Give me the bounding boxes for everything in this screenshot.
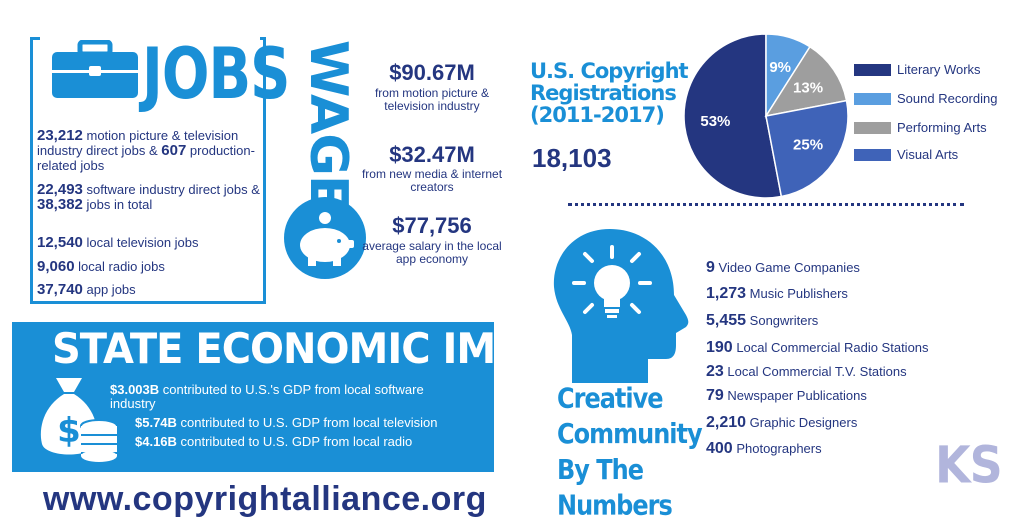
copyright-title: U.S. Copyright Registrations (2011-2017) (530, 60, 700, 126)
website-link[interactable]: www.copyrightalliance.org (43, 480, 487, 518)
creative-stat: 190 Local Commercial Radio Stations (706, 339, 929, 356)
copyright-title-line: U.S. Copyright (530, 59, 689, 83)
creative-stat: 9 Video Game Companies (706, 259, 860, 276)
legend-swatch (854, 93, 891, 105)
pie-slice-label: 53% (700, 113, 730, 130)
pie-slice-label: 13% (793, 79, 823, 96)
jobs-line: 9,060 local radio jobs (37, 258, 165, 275)
pie-slice (764, 45, 848, 118)
jobs-line: 23,212 motion picture & television indus… (37, 127, 255, 173)
creative-title-line: Numbers (557, 489, 673, 522)
creative-community-title: Creative Community By The Numbers (557, 381, 707, 524)
legend-label: Sound Recording (897, 91, 998, 106)
legend-label: Literary Works (897, 62, 981, 77)
wage-amount: $77,756 (392, 213, 472, 238)
pie-slice (765, 99, 849, 198)
registrations-pie-chart: 53% 9%13% 25% (683, 33, 849, 199)
copyright-title-line: (2011-2017) (530, 103, 665, 127)
ks-badge: KS (935, 435, 1003, 495)
wage-amount: $32.47M (389, 142, 475, 167)
legend-label: Visual Arts (897, 147, 959, 162)
coin-stack-icon (80, 419, 118, 462)
wage-description: from new media & internet creators (361, 167, 503, 194)
jobs-line: 37,740 app jobs (37, 281, 136, 298)
creative-stat: 23 Local Commercial T.V. Stations (706, 363, 907, 380)
wage-description: from motion picture & television industr… (374, 86, 490, 113)
pie-slice-label: 9% (769, 59, 791, 76)
legend-label: Performing Arts (897, 120, 987, 135)
head-lightbulb-icon (553, 229, 689, 383)
creative-stat: 1,273 Music Publishers (706, 285, 848, 302)
jobs-line: 22,493 software industry direct jobs & 3… (37, 181, 260, 213)
piggy-bank-icon (284, 197, 366, 279)
creative-stat: 5,455 Songwriters (706, 312, 819, 329)
impact-line: $4.16B contributed to U.S. GDP from loca… (135, 434, 413, 449)
pie-slice (683, 33, 783, 199)
creative-stat: 79 Newspaper Publications (706, 387, 867, 404)
briefcase-icon (52, 40, 138, 98)
creative-title-line: By The (557, 453, 644, 486)
legend-swatch (854, 122, 891, 134)
state-economic-impact-title: STATE ECONOMIC IMPACT (52, 325, 605, 374)
creative-stat: 2,210 Graphic Designers (706, 414, 858, 431)
impact-line: $3.003B contributed to U.S.'s GDP from l… (110, 382, 424, 411)
wage-amount: $90.67M (389, 60, 475, 85)
svg-text:$: $ (57, 411, 81, 451)
legend-swatch (854, 149, 891, 161)
pie-slice-label: 25% (793, 137, 823, 154)
jobs-title: JOBS (142, 34, 290, 116)
jobs-line: 12,540 local television jobs (37, 234, 199, 251)
impact-line: $5.74B contributed to U.S. GDP from loca… (135, 415, 438, 430)
dotted-divider (568, 203, 964, 207)
wage-description: average salary in the local app economy (362, 239, 502, 266)
copyright-title-line: Registrations (530, 81, 677, 105)
creative-stat: 400 Photographers (706, 440, 822, 457)
creative-title-line: Community (557, 417, 703, 450)
creative-title-line: Creative (557, 382, 664, 415)
legend-swatch (854, 64, 891, 76)
copyright-count: 18,103 (532, 143, 612, 173)
